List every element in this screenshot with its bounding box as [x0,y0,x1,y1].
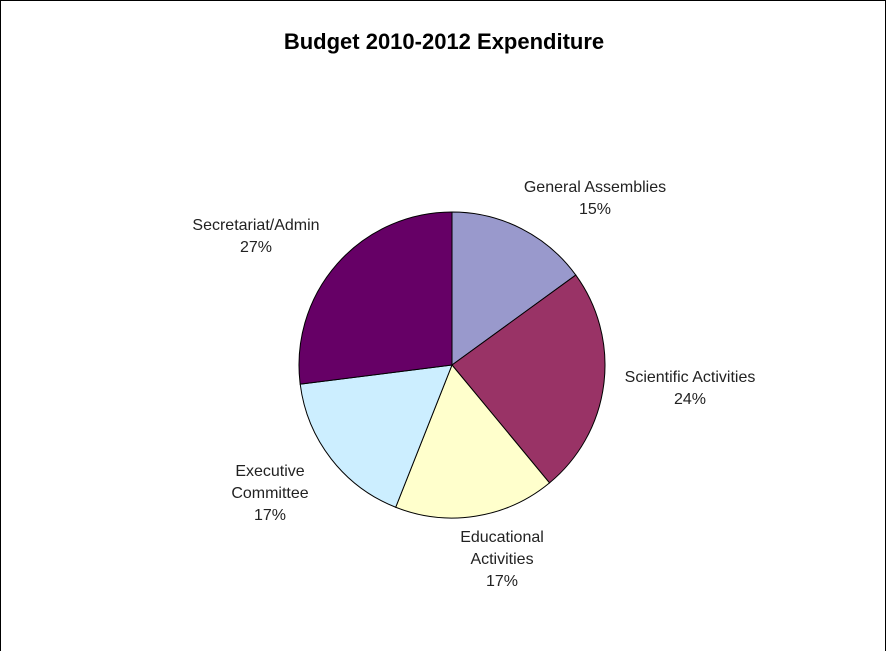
data-label-percent-scientific-activities: 24% [674,391,706,408]
data-label-percent-educational-activities: 17% [486,573,518,590]
data-label-name-executive-committee: Committee [231,485,308,502]
data-label-name-executive-committee: Executive [235,463,304,480]
data-label-name-general-assemblies: General Assemblies [524,179,666,196]
pie-slice-educational-activities [395,364,551,519]
pie-slice-secretariat-admin [298,211,453,385]
data-label-name-educational-activities: Educational [460,529,544,546]
pie-slice-scientific-activities [451,274,606,484]
pie-slice-executive-committee [299,364,453,508]
data-label-name-educational-activities: Activities [470,551,533,568]
pie-slice-general-assemblies [451,211,577,366]
data-label-name-secretariat-admin: Secretariat/Admin [192,217,319,234]
chart-title: Budget 2010-2012 Expenditure [283,29,605,54]
data-label-percent-general-assemblies: 15% [579,201,611,218]
data-label-percent-executive-committee: 17% [254,507,286,524]
data-label-name-scientific-activities: Scientific Activities [625,369,756,386]
data-label-percent-secretariat-admin: 27% [240,239,272,256]
